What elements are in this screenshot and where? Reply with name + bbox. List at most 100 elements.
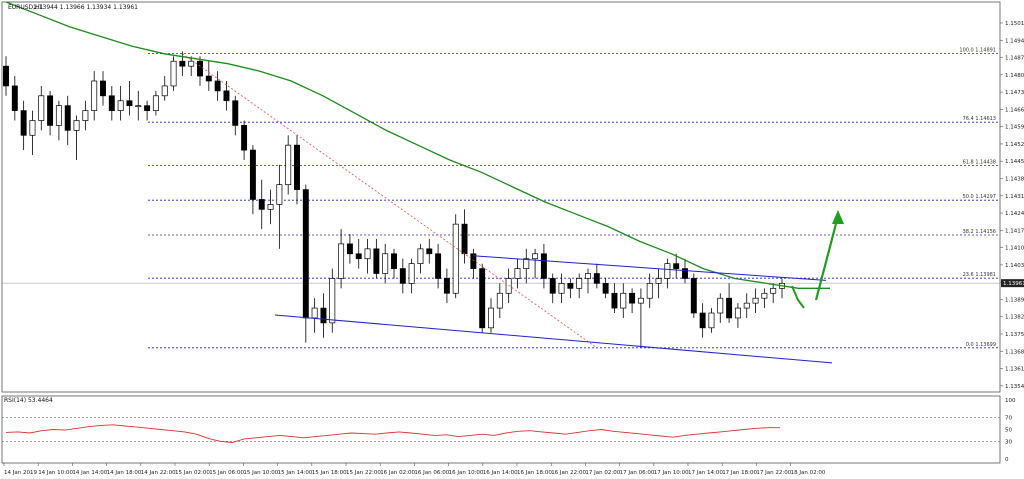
candle-body — [726, 297, 733, 319]
candle-body — [576, 278, 583, 289]
candle-body — [514, 268, 521, 279]
candle-body — [620, 292, 627, 309]
current-price-badge — [1001, 279, 1024, 288]
rsi-tick-label: 50 — [1005, 428, 1012, 434]
candle-body — [249, 149, 256, 200]
candle-body — [399, 268, 406, 284]
price-tick-label: 1.13895 — [1005, 297, 1024, 303]
candle-body — [346, 243, 353, 255]
fib-anchor-line — [182, 53, 598, 349]
moving-average-line — [5, 1, 830, 289]
candle-body — [673, 263, 680, 269]
candle-body — [55, 105, 62, 126]
chart-ohlc: 1.13944 1.13966 1.13934 1.13961 — [33, 4, 138, 11]
candle-body — [179, 60, 186, 67]
candle-body — [285, 144, 292, 186]
candle-body — [302, 189, 309, 319]
time-tick-label: 17 Jan 06:00 — [620, 470, 655, 476]
candle-body — [602, 283, 609, 294]
candle-body — [38, 95, 45, 121]
price-tick-label: 1.14105 — [1005, 246, 1024, 252]
candle-body — [761, 292, 768, 299]
price-tick-label: 1.14945 — [1005, 38, 1024, 44]
fib-level-label: 61.8 1.14438 — [963, 159, 996, 165]
fib-level-label: 50.0 1.14297 — [963, 194, 996, 200]
fib-level-label: 76.4 1.14613 — [963, 116, 996, 122]
time-tick-label: 17 Jan 22:00 — [756, 470, 791, 476]
rsi-frame — [1, 395, 1001, 464]
candle-body — [637, 297, 644, 304]
price-tick-label: 1.13545 — [1005, 384, 1024, 390]
candle-body — [567, 283, 574, 289]
candle-body — [488, 307, 494, 329]
candles-layer — [3, 51, 785, 348]
rsi-line — [5, 424, 780, 443]
fib-level-label: 100.0 1.14891 — [959, 48, 996, 54]
price-tick-label: 1.14805 — [1005, 73, 1024, 79]
candle-body — [470, 253, 477, 269]
current-price-label: 1.13961 — [1003, 281, 1024, 287]
rsi-tick-label: 0 — [1005, 457, 1009, 463]
time-tick-label: 16 Jan 18:00 — [517, 470, 552, 476]
candle-body — [373, 248, 380, 274]
candle-body — [258, 199, 265, 210]
time-tick-label: 15 Jan 22:00 — [346, 470, 381, 476]
fib-level-label: 38.2 1.14156 — [963, 229, 996, 235]
candle-body — [311, 307, 318, 319]
price-tick-label: 1.14245 — [1005, 211, 1024, 217]
time-tick-label: 14 Jan 18:00 — [107, 470, 142, 476]
fib-level-label: 23.6 1.13981 — [963, 272, 996, 278]
overlays-layer — [5, 1, 844, 364]
candle-body — [408, 263, 415, 284]
candle-body — [452, 223, 459, 294]
channel-upper-line — [472, 255, 827, 281]
time-tick-label: 15 Jan 02:00 — [175, 470, 210, 476]
candle-body — [435, 253, 442, 279]
price-tick-label: 1.14385 — [1005, 176, 1024, 182]
price-tick-label: 1.13615 — [1005, 367, 1024, 373]
candle-body — [770, 287, 777, 294]
candle-body — [82, 110, 89, 121]
candle-body — [320, 307, 327, 324]
candle-body — [329, 278, 336, 324]
candle-body — [655, 278, 662, 284]
candle-body — [699, 312, 706, 329]
rsi-tick-label: 70 — [1005, 416, 1012, 422]
candle-body — [20, 110, 27, 136]
candle-body — [135, 105, 142, 108]
candle-body — [29, 120, 36, 136]
time-axis: 14 Jan 2019 14 Jan 10:00 14 Jan 14:00 14 Ja… — [3, 463, 826, 476]
candle-body — [752, 297, 759, 304]
candle-body — [426, 248, 433, 255]
projection-dip — [791, 285, 805, 309]
candle-body — [717, 297, 724, 314]
time-tick-label: 14 Jan 14:00 — [72, 470, 107, 476]
price-tick-label: 1.15015 — [1005, 21, 1024, 27]
candle-body — [558, 283, 565, 294]
rsi-label: RSI(14) 53.4464 — [4, 397, 53, 404]
candle-body — [170, 60, 177, 87]
candle-body — [629, 292, 636, 304]
candle-body — [646, 283, 653, 299]
price-tick-label: 1.13685 — [1005, 349, 1024, 355]
candle-body — [205, 75, 212, 82]
candle-body — [241, 125, 248, 151]
time-tick-label: 14 Jan 2019 — [4, 470, 37, 476]
candle-body — [197, 60, 203, 77]
price-tick-label: 1.14595 — [1005, 125, 1024, 131]
time-tick-label: 14 Jan 10:00 — [38, 470, 73, 476]
candle-body — [664, 263, 671, 279]
candle-body — [585, 273, 591, 279]
candle-body — [682, 268, 688, 279]
candle-body — [276, 184, 283, 205]
price-tick-label: 1.14875 — [1005, 56, 1024, 62]
price-tick-label: 1.14525 — [1005, 142, 1024, 148]
time-tick-label: 15 Jan 10:00 — [243, 470, 278, 476]
candle-body — [391, 253, 397, 269]
grid-layer — [1, 1, 1001, 464]
time-tick-label: 16 Jan 10:00 — [449, 470, 484, 476]
projection-arrow-head — [832, 210, 844, 224]
candle-body — [690, 278, 697, 314]
candle-body — [11, 85, 18, 111]
